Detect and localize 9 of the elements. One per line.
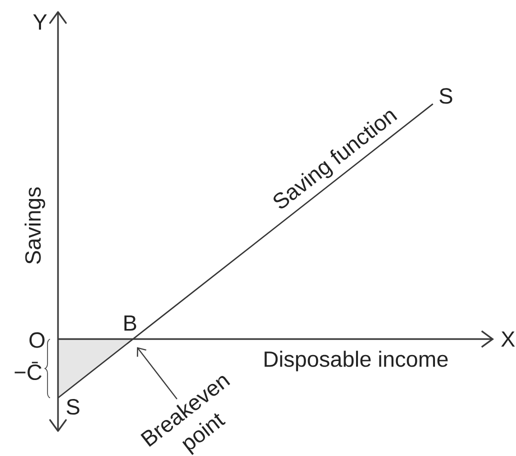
text: S — [66, 399, 80, 415]
x-axis-title: Disposable income — [264, 350, 448, 372]
text: O — [29, 332, 45, 348]
text: X — [501, 332, 515, 347]
annotation: B — [124, 316, 136, 331]
text: −C̄ — [14, 362, 42, 380]
text: S — [440, 88, 452, 104]
text: Y — [33, 14, 47, 30]
y-axis-title: Savings — [24, 187, 46, 264]
